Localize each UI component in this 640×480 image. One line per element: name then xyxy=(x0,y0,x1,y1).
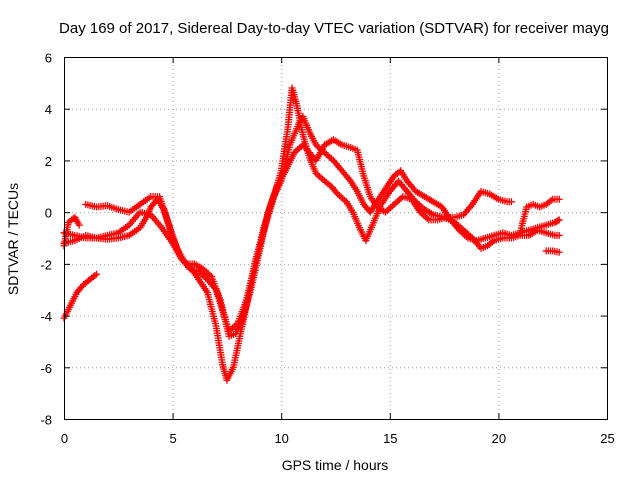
series-track-1 xyxy=(60,270,101,322)
grid xyxy=(64,57,607,419)
x-tick-label: 20 xyxy=(492,431,506,446)
series-track-7 xyxy=(542,247,563,256)
x-tick-label: 5 xyxy=(169,431,176,446)
data-point xyxy=(555,248,563,256)
data-point xyxy=(555,195,563,203)
data-point xyxy=(555,216,563,224)
data-point xyxy=(322,150,330,158)
y-tick-label: 2 xyxy=(45,154,52,169)
y-tick-label: -4 xyxy=(40,309,52,324)
data-point xyxy=(75,221,83,229)
data-point xyxy=(93,270,101,278)
series-track-5 xyxy=(82,136,515,340)
data-point xyxy=(332,188,340,196)
data-point xyxy=(394,197,402,205)
data-point xyxy=(91,271,99,279)
data-point xyxy=(554,217,562,225)
data-point xyxy=(339,195,347,203)
y-axis-label: SDTVAR / TECUs xyxy=(5,183,21,295)
data-point xyxy=(488,238,496,246)
y-tick-label: -2 xyxy=(40,257,52,272)
data-point xyxy=(547,197,555,205)
series-track-4 xyxy=(60,84,563,384)
data-point xyxy=(397,194,405,202)
series-track-6 xyxy=(516,195,563,237)
data-series xyxy=(60,84,563,384)
y-tick-label: 0 xyxy=(45,206,52,221)
data-point xyxy=(390,200,398,208)
data-point xyxy=(315,172,323,180)
axis-ticks: 0 5 10 15 20 25 -8 -6 -4 -2 0 2 4 6 xyxy=(40,51,614,447)
x-tick-label: 25 xyxy=(600,431,614,446)
data-point xyxy=(337,193,345,201)
x-tick-label: 10 xyxy=(274,431,288,446)
data-point xyxy=(387,203,395,211)
y-tick-label: -6 xyxy=(40,361,52,376)
data-point xyxy=(392,199,400,207)
data-point xyxy=(388,202,396,210)
data-point xyxy=(328,155,336,163)
x-axis-label: GPS time / hours xyxy=(282,457,389,473)
series-track-3 xyxy=(60,112,563,335)
data-point xyxy=(326,153,334,161)
data-point xyxy=(555,231,563,239)
data-point xyxy=(295,144,303,152)
x-tick-label: 15 xyxy=(383,431,397,446)
data-point xyxy=(294,146,302,154)
plot-frame xyxy=(64,57,608,420)
y-tick-label: -8 xyxy=(40,413,52,428)
chart-title: Day 169 of 2017, Sidereal Day-to-day VTE… xyxy=(59,20,609,37)
y-tick-label: 4 xyxy=(45,102,52,117)
y-tick-label: 6 xyxy=(45,51,52,66)
data-point xyxy=(507,198,515,206)
data-point xyxy=(324,152,332,160)
x-tick-label: 0 xyxy=(61,431,68,446)
data-point xyxy=(317,174,325,182)
